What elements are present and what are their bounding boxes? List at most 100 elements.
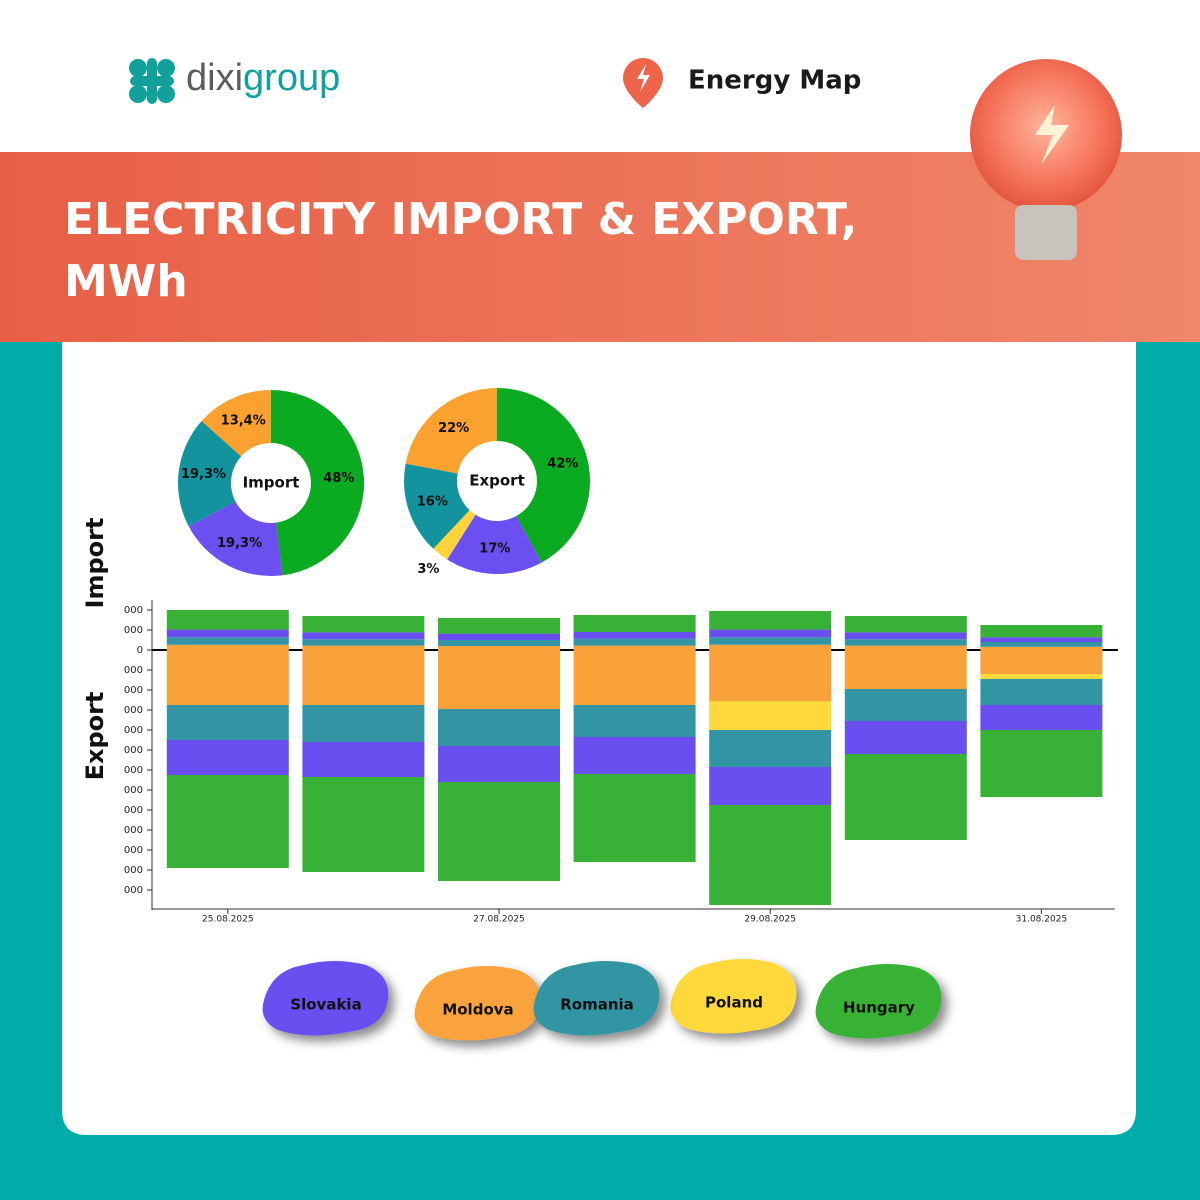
import-bar (302, 616, 425, 633)
export-bar (166, 650, 289, 705)
y-tick-label: 000 (124, 805, 143, 816)
pie-slice (201, 390, 271, 457)
legend-label: Slovakia (290, 996, 361, 1014)
import-bar (709, 611, 832, 630)
slice-label: 13,4% (221, 413, 266, 428)
bolt (637, 64, 650, 92)
slice-label: 16% (417, 495, 448, 510)
pie-slice (405, 388, 497, 474)
legend-item: Poland (670, 959, 797, 1034)
legend-shape (414, 966, 541, 1041)
x-tick-label: 29.08.2025 (744, 915, 796, 925)
title-line: MWh (64, 256, 188, 307)
import-bar (844, 616, 967, 633)
legend-item: Hungary (815, 964, 942, 1039)
logo-text: dixigroup (186, 57, 340, 99)
export-bar (302, 650, 425, 705)
import-bar (709, 644, 832, 650)
export-bar (166, 705, 289, 740)
export-bar (438, 709, 560, 746)
y-tick-label: 000 (124, 765, 143, 776)
import-bar (573, 615, 696, 632)
import-bar (166, 637, 289, 645)
legend-label: Romania (560, 996, 634, 1014)
import-bar (166, 610, 289, 630)
import-bar (844, 632, 967, 640)
logo-part: group (243, 57, 340, 99)
import-bar (980, 625, 1103, 638)
y-tick-label: 000 (124, 705, 143, 716)
import-bar (302, 632, 425, 640)
import-bar (844, 639, 967, 646)
x-tick-label: 27.08.2025 (473, 915, 525, 925)
import-bar (438, 640, 560, 646)
export-bar (709, 767, 832, 805)
export-bar (844, 689, 967, 721)
y-tick-label: 000 (124, 825, 143, 836)
export-bar (438, 650, 560, 709)
bulb (970, 59, 1122, 260)
export-bar (980, 730, 1103, 797)
import-bar (166, 644, 289, 650)
import-bar (980, 646, 1103, 650)
import-bar (980, 642, 1103, 647)
y-tick-label: 000 (124, 665, 143, 676)
axis-label: Export (81, 692, 109, 781)
import-bar (844, 645, 967, 650)
slice-label: 22% (438, 421, 469, 436)
import-bar (302, 639, 425, 646)
slice-label: 3% (417, 562, 439, 577)
export-bar (980, 705, 1103, 730)
axis-label: Import (81, 518, 109, 609)
pie-slice (177, 421, 242, 527)
y-tick-label: 000 (124, 845, 143, 856)
y-tick-label: 000 (124, 605, 143, 616)
legend-label: Poland (705, 994, 763, 1012)
slice-label: 48% (323, 471, 354, 486)
legend-item: Moldova (414, 966, 541, 1041)
export-bar (844, 754, 967, 840)
x-tick-label: 25.08.2025 (202, 915, 254, 925)
import-bar (980, 637, 1103, 642)
export-bar (980, 679, 1103, 705)
y-tick-label: 000 (124, 885, 143, 896)
export-bar (709, 650, 832, 701)
legend-shape (262, 961, 389, 1036)
export-bar (166, 775, 289, 868)
y-tick-label: 0 (137, 645, 143, 656)
product-name: Energy Map (688, 66, 861, 96)
legend-item: Slovakia (262, 961, 389, 1036)
y-tick-label: 000 (124, 745, 143, 756)
import-bar (438, 618, 560, 634)
legend-shape (533, 961, 660, 1036)
legend-label: Hungary (843, 999, 915, 1017)
pie-slice (404, 463, 470, 549)
import-bar (709, 637, 832, 645)
slice-label: 42% (547, 457, 578, 472)
export-bar (438, 782, 560, 881)
pie-slice (188, 501, 283, 577)
export-bar (709, 701, 832, 730)
export-bar (980, 674, 1103, 679)
import-bar (438, 646, 560, 650)
export-bar (709, 805, 832, 905)
export-bar (844, 650, 967, 689)
export-bar (573, 705, 696, 737)
export-bar (438, 746, 560, 782)
pie-slice (271, 390, 365, 576)
import-bar (573, 645, 696, 650)
y-tick-label: 000 (124, 625, 143, 636)
export-bar (302, 777, 425, 872)
export-bar (573, 737, 696, 774)
y-tick-label: 000 (124, 685, 143, 696)
slice-label: 19,3% (181, 467, 226, 482)
export-bar (573, 774, 696, 862)
logo-part: dixi (186, 57, 243, 99)
slice-label: 17% (479, 541, 510, 556)
legend-shape (670, 959, 797, 1034)
x-tick-label: 31.08.2025 (1016, 915, 1068, 925)
pie-center-label: Import (243, 474, 300, 492)
import-bar (438, 633, 560, 640)
logo-icon (129, 58, 175, 104)
